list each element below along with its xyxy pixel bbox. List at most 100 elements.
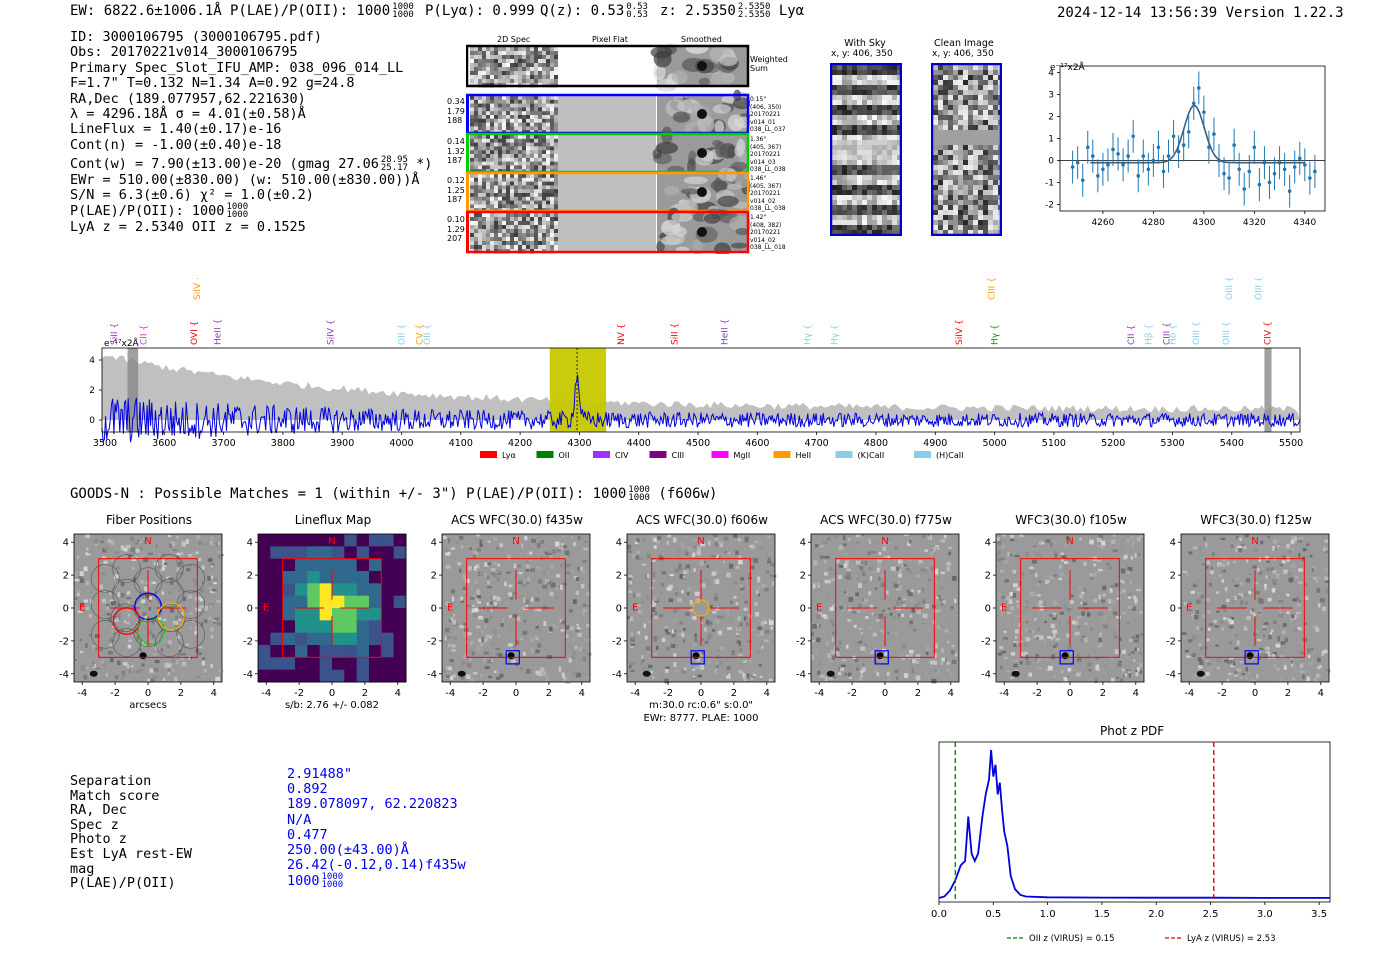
panel-noise (1299, 663, 1304, 669)
panel-noise (1124, 673, 1127, 677)
panel-noise (490, 601, 493, 605)
panel-noise (909, 664, 913, 670)
match-label: mag (70, 860, 95, 877)
panel-noise (1045, 539, 1051, 543)
with-sky-xy: x, y: 406, 350 (831, 49, 893, 59)
lineflux-pixel (356, 608, 370, 621)
panel-noise (846, 575, 851, 580)
panel-noise (179, 616, 185, 619)
panel-noise (719, 661, 724, 666)
panel-noise (703, 627, 707, 632)
panel-noise (1208, 623, 1214, 626)
panel-noise (1197, 665, 1203, 669)
panel-noise (1206, 560, 1210, 565)
panel-noise (1203, 536, 1206, 541)
panel-noise (1037, 553, 1043, 557)
match-box (1244, 650, 1259, 665)
panel-noise (1089, 539, 1094, 544)
panel-noise (129, 536, 135, 542)
panel-noise (862, 601, 867, 605)
panel-noise (1118, 579, 1124, 583)
panel-noise (696, 550, 701, 556)
panel-noise (935, 544, 939, 548)
panel-noise (94, 634, 100, 639)
panel-noise (565, 563, 571, 568)
panel-noise (151, 581, 157, 584)
panel-noise (859, 535, 864, 540)
panel-noise (1053, 574, 1058, 577)
lineflux-pixel (295, 608, 308, 621)
spec-xtick-label: 4100 (449, 438, 473, 449)
panel-noise (913, 628, 916, 632)
compass-e: E (447, 602, 453, 613)
panel-noise (1260, 540, 1264, 545)
panel-noise (1089, 577, 1094, 580)
panel-noise (215, 676, 221, 682)
panel-noise (79, 650, 84, 653)
panel-noise (736, 640, 741, 644)
panel-noise (1036, 666, 1042, 671)
panel-noise (560, 543, 564, 546)
panel-noise (1033, 578, 1037, 582)
panel-noise (1269, 632, 1273, 635)
panel-noise (902, 656, 906, 660)
panel-noise (1063, 604, 1068, 609)
panel-noise (1079, 538, 1082, 541)
panel-noise (451, 649, 456, 652)
panel-ytick-label: 2 (985, 571, 991, 582)
panel-noise (1101, 540, 1106, 546)
lineflux-pixel (381, 571, 395, 584)
panel-noise (112, 590, 115, 595)
panel-noise (1103, 624, 1108, 629)
panel-noise (880, 574, 884, 578)
panel-noise (646, 651, 651, 654)
zoom-frame (1059, 65, 1326, 212)
panel-noise (1097, 611, 1103, 616)
panel-noise (856, 560, 861, 565)
panel-noise (630, 632, 633, 637)
lineflux-pixel (282, 583, 296, 597)
panel-noise (692, 552, 696, 557)
panel-noise (103, 646, 108, 649)
panel-xtick-label: -4 (445, 688, 455, 699)
panel-noise (1250, 610, 1255, 615)
panel-noise (1024, 606, 1029, 610)
panel-noise (1137, 536, 1141, 542)
panel-noise (1076, 653, 1080, 658)
panel-noise (759, 546, 764, 551)
panel-noise (210, 541, 215, 545)
panel-noise (877, 602, 883, 605)
panel-noise (210, 565, 214, 568)
panel-noise (664, 627, 669, 633)
zoom-point (1166, 154, 1171, 158)
panel-noise (1231, 668, 1236, 673)
panel-noise (756, 586, 761, 591)
panel-noise (877, 559, 882, 563)
panel-noise (687, 546, 693, 552)
panel-noise (627, 585, 631, 588)
panel-noise (1222, 557, 1226, 562)
lineflux-pixel (295, 546, 308, 560)
panel-noise (1258, 557, 1261, 562)
panel-noise (832, 655, 835, 660)
panel-noise (700, 638, 704, 641)
panel-noise (1286, 557, 1290, 562)
panel-noise (758, 593, 761, 596)
panel-noise (1277, 575, 1281, 578)
panel-noise (1102, 664, 1107, 667)
panel-noise (443, 669, 448, 673)
panel-noise (1243, 670, 1247, 676)
panel-noise (468, 565, 472, 571)
panel-noise (585, 637, 590, 641)
panel-noise (77, 590, 81, 594)
panel-noise (1186, 655, 1191, 658)
panel-noise (135, 548, 140, 553)
panel-noise (1192, 582, 1195, 586)
panel-noise (660, 591, 663, 594)
panel-noise (199, 589, 204, 593)
panel-noise (1138, 651, 1143, 656)
panel-noise (767, 560, 772, 564)
panel-noise (449, 612, 454, 617)
panel-noise (887, 631, 890, 635)
panel-noise (1051, 637, 1054, 641)
